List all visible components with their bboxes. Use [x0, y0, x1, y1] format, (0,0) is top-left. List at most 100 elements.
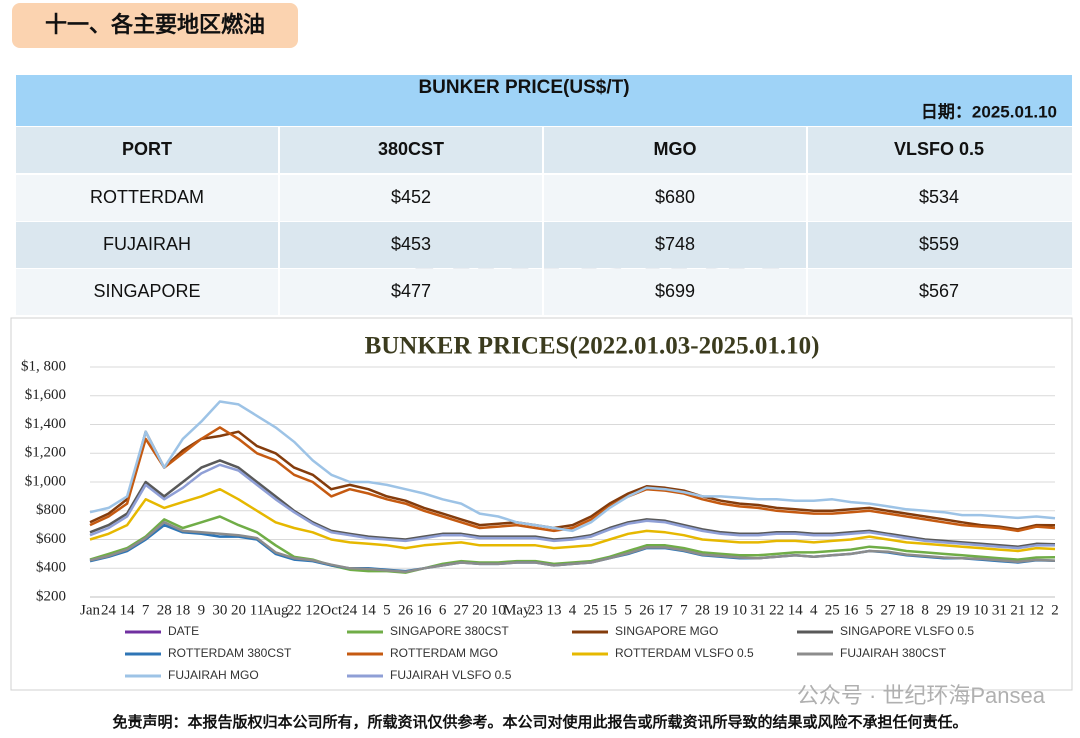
y-tick-label: $1,200 [25, 445, 66, 461]
y-tick-label: $1,400 [25, 416, 66, 432]
legend-label: FUJAIRAH VLSFO 0.5 [390, 668, 512, 682]
x-tick-label: 18 [175, 602, 190, 618]
x-tick-label: 12 [305, 602, 320, 618]
y-tick-label: $1, 800 [21, 358, 66, 374]
x-tick-label: 23 [528, 602, 543, 618]
x-tick-label: 31 [751, 602, 766, 618]
x-tick-label: 18 [899, 602, 914, 618]
legend-label: ROTTERDAM 380CST [168, 646, 292, 660]
x-tick-label: 31 [992, 602, 1007, 618]
x-tick-label: 20 [472, 602, 487, 618]
x-tick-label: Oct [320, 602, 342, 618]
x-tick-label: 7 [142, 602, 150, 618]
x-tick-label: 16 [417, 602, 433, 618]
legend-label: FUJAIRAH MGO [168, 668, 259, 682]
series-line [89, 430, 1056, 531]
x-tick-label: 30 [212, 602, 227, 618]
series-line [89, 400, 1056, 533]
table-cell: $477 [391, 281, 431, 301]
x-tick-label: 19 [713, 602, 728, 618]
y-tick-label: $800 [36, 502, 66, 518]
table-cell: $559 [919, 234, 959, 254]
x-tick-label: 22 [769, 602, 784, 618]
legend-label: DATE [168, 624, 199, 638]
x-tick-label: Aug [263, 602, 289, 618]
y-tick-label: $1,600 [25, 387, 66, 403]
x-tick-label: 15 [602, 602, 617, 618]
x-tick-label: 11 [250, 602, 264, 618]
x-tick-label: 28 [695, 602, 710, 618]
table-cell: FUJAIRAH [103, 234, 191, 254]
x-tick-label: 7 [680, 602, 688, 618]
x-tick-label: 22 [287, 602, 302, 618]
table-cell: $699 [655, 281, 695, 301]
y-tick-label: $600 [36, 531, 66, 547]
y-tick-label: $400 [36, 560, 66, 576]
x-tick-label: 25 [825, 602, 840, 618]
column-header: 380CST [378, 139, 444, 159]
table-cell: $452 [391, 187, 431, 207]
x-tick-label: 24 [101, 602, 117, 618]
x-tick-label: 5 [866, 602, 874, 618]
x-tick-label: 8 [921, 602, 929, 618]
x-tick-label: 25 [584, 602, 599, 618]
series-line [89, 426, 1056, 533]
x-tick-label: 6 [439, 602, 447, 618]
legend-label: ROTTERDAM MGO [390, 646, 498, 660]
column-header: VLSFO 0.5 [894, 139, 984, 159]
x-tick-label: 20 [231, 602, 246, 618]
x-tick-label: 27 [880, 602, 896, 618]
table-title: BUNKER PRICE(US$/T) [418, 77, 629, 98]
x-tick-label: 12 [1029, 602, 1044, 618]
x-tick-label: 24 [342, 602, 358, 618]
x-tick-label: 29 [936, 602, 951, 618]
table-title-band [16, 75, 1072, 126]
x-tick-label: 14 [788, 602, 804, 618]
table-cell: ROTTERDAM [90, 187, 204, 207]
x-tick-label: 14 [120, 602, 136, 618]
x-tick-label: Jan [80, 602, 100, 618]
x-tick-label: 13 [546, 602, 561, 618]
legend-label: SINGAPORE 380CST [390, 624, 509, 638]
x-tick-label: 5 [383, 602, 391, 618]
legend-label: SINGAPORE VLSFO 0.5 [840, 624, 974, 638]
x-tick-label: 10 [732, 602, 747, 618]
table-cell: $534 [919, 187, 959, 207]
x-tick-label: 2 [1051, 602, 1059, 618]
legend-label: ROTTERDAM VLSFO 0.5 [615, 646, 754, 660]
legend-label: SINGAPORE MGO [615, 624, 718, 638]
table-cell: $453 [391, 234, 431, 254]
x-tick-label: 16 [843, 602, 859, 618]
header-tag [12, 3, 298, 48]
table-cell: $567 [919, 281, 959, 301]
chart-title: BUNKER PRICES(2022.01.03-2025.01.10) [365, 333, 820, 360]
series-line [89, 459, 1056, 548]
x-tick-label: 28 [157, 602, 172, 618]
x-tick-label: May [503, 602, 531, 618]
table-cell: SINGAPORE [93, 281, 200, 301]
x-tick-label: 26 [398, 602, 414, 618]
x-tick-label: 27 [454, 602, 470, 618]
table-cell: $748 [655, 234, 695, 254]
x-tick-label: 21 [1010, 602, 1025, 618]
chart-frame [10, 317, 1073, 691]
series-line [89, 515, 1056, 574]
x-tick-label: 14 [361, 602, 377, 618]
y-tick-label: $1,000 [25, 473, 66, 489]
disclaimer: 免责声明：本报告版权归本公司所有，所载资讯仅供参考。本公司对使用此报告或所载资讯… [112, 713, 967, 731]
column-header: MGO [654, 139, 697, 159]
x-tick-label: 9 [198, 602, 206, 618]
header-title: 十一、各主要地区燃油 [45, 12, 265, 37]
table-date: 日期：2025.01.10 [921, 102, 1057, 121]
x-tick-label: 10 [973, 602, 988, 618]
x-tick-label: 26 [639, 602, 655, 618]
source-watermark: 公众号 · 世纪环海Pansea [797, 683, 1046, 708]
column-header: PORT [122, 139, 172, 159]
x-tick-label: 4 [810, 602, 818, 618]
x-tick-label: 4 [569, 602, 577, 618]
y-tick-label: $200 [36, 588, 66, 604]
x-tick-label: 17 [658, 602, 674, 618]
x-tick-label: 19 [955, 602, 970, 618]
x-tick-label: 5 [624, 602, 632, 618]
